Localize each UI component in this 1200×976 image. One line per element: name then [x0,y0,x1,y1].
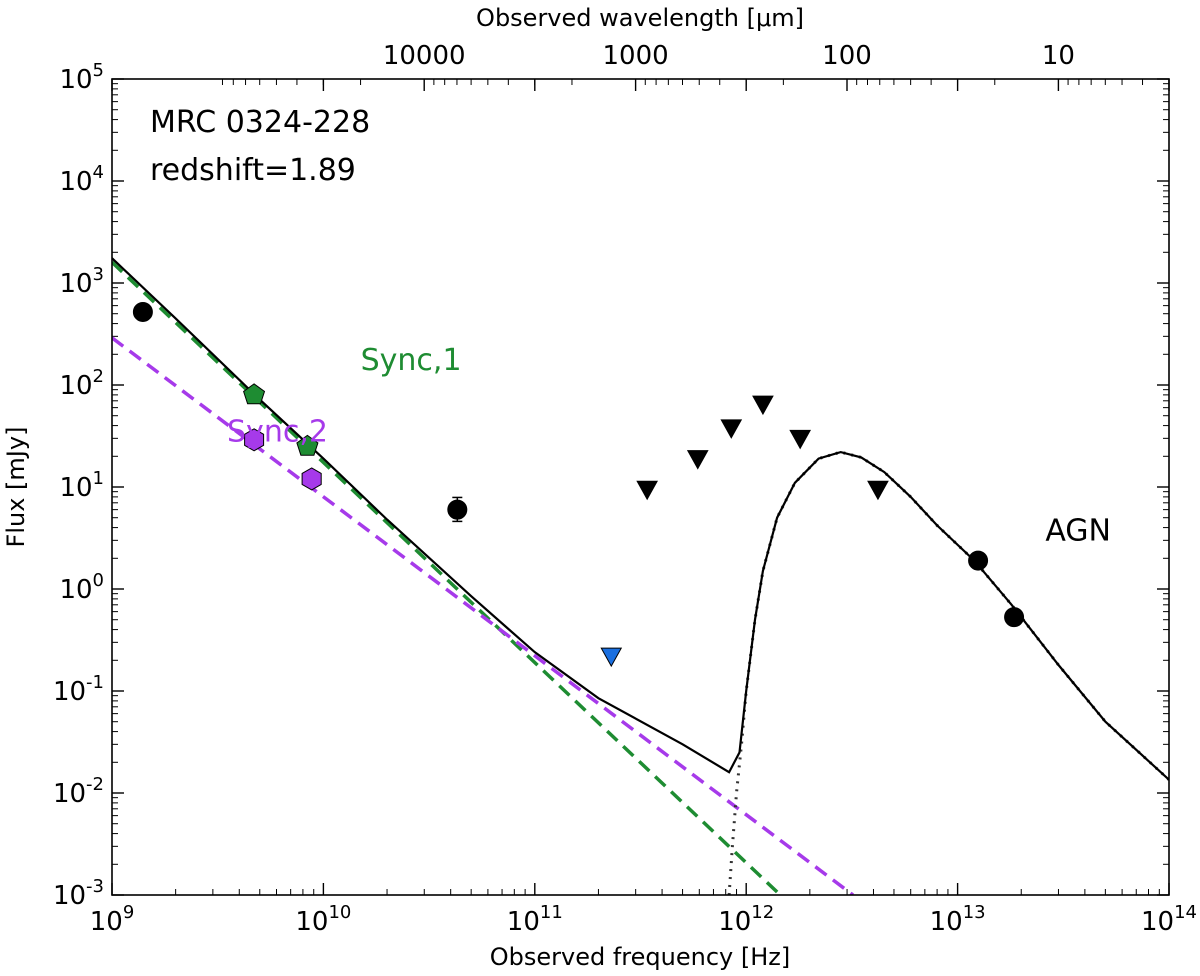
data-point-upper-limits-black [867,480,889,501]
annotation-sync-2: Sync,2 [227,414,328,449]
data-point-sync1-points [243,383,266,405]
x2-axis-title: Observed wavelength [μm] [476,4,804,32]
series-line-total-model [112,257,1169,781]
series-line-sync-2 [112,336,855,895]
data-point-upper-limits-black [636,480,659,501]
y-axis-title: Flux [mJy] [2,427,30,548]
x-tick-label: 109 [90,902,135,937]
chart-title-redshift: redshift=1.89 [150,153,356,188]
x-tick-label: 1014 [1141,902,1197,937]
x2-tick-label: 100 [822,41,872,71]
y-tick-label: 10-1 [53,672,104,707]
data-point-upper-limits-black [789,429,812,450]
data-point-detections-black [968,550,989,571]
x-axis-title: Observed frequency [Hz] [490,943,790,971]
x-tick-label: 1010 [295,902,351,937]
data-point-sync1-points [296,434,319,456]
data-point-sync2-points [244,428,265,452]
y-tick-label: 101 [59,468,104,503]
data-point-detections-black [447,499,468,520]
y-tick-label: 10-3 [53,876,104,911]
y-tick-label: 102 [59,366,104,401]
x2-tick-label: 10000 [383,41,466,71]
x2-tick-label: 10 [1042,41,1075,71]
plot-frame [111,78,1170,896]
data-point-upper-limits-black [686,450,709,470]
y-tick-label: 100 [59,570,104,605]
y-tick-label: 105 [59,60,104,95]
data-point-detections-black [132,301,153,322]
data-point-upper-limits-black [752,395,774,416]
y-tick-label: 103 [59,264,104,299]
x-tick-label: 1013 [930,902,986,937]
data-point-upper-limit-blue [600,647,623,668]
annotation-agn: AGN [1045,513,1111,548]
data-point-upper-limits-black [720,419,743,439]
x2-tick-label: 1000 [603,41,669,71]
chart-title-name: MRC 0324-228 [150,105,370,140]
data-point-sync2-points [301,467,322,491]
y-tick-label: 104 [59,162,104,197]
x-tick-label: 1011 [507,902,563,937]
x-tick-label: 1012 [718,902,774,937]
data-point-detections-black [1004,607,1025,628]
y-tick-label: 10-2 [53,774,104,809]
annotation-sync-1: Sync,1 [361,343,462,378]
